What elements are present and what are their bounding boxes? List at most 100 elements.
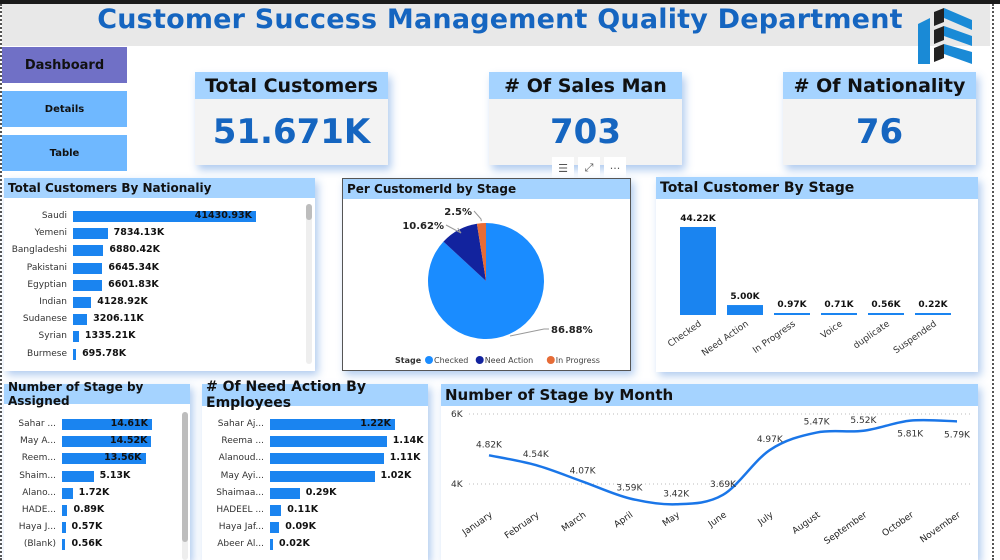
- category-label: Alanoud...: [218, 453, 264, 464]
- bar[interactable]: [270, 505, 282, 516]
- pie-slice[interactable]: [476, 223, 486, 281]
- bar-row[interactable]: Burmese 695.78K: [4, 347, 315, 361]
- bar[interactable]: [73, 262, 103, 274]
- column-bar[interactable]: [727, 305, 763, 315]
- bar-row[interactable]: Haya Jaf... 0.09K: [202, 520, 428, 534]
- bar-row[interactable]: May A... 14.52K: [4, 434, 190, 448]
- scrollbar[interactable]: [306, 204, 312, 364]
- bar[interactable]: [73, 279, 103, 291]
- bar-row[interactable]: (Blank) 0.56K: [4, 537, 190, 551]
- legend-marker[interactable]: [546, 356, 555, 364]
- bar[interactable]: [62, 505, 68, 516]
- legend-label[interactable]: Need Action: [485, 356, 534, 365]
- bar[interactable]: [73, 297, 92, 308]
- filter-icon[interactable]: ☰: [552, 157, 574, 179]
- scrollbar[interactable]: [182, 412, 188, 560]
- bar-row[interactable]: Shaimaa... 0.29K: [202, 486, 428, 500]
- legend-label[interactable]: In Progress: [556, 356, 600, 365]
- bar-row[interactable]: Sahar Aj... 1.22K: [202, 417, 428, 431]
- bar[interactable]: [270, 487, 300, 499]
- bar[interactable]: [270, 522, 280, 534]
- need-action-bars: Sahar Aj... 1.22K Reema ... 1.14K Alanoud...…: [202, 406, 428, 560]
- bar-row[interactable]: Pakistani 6645.34K: [4, 261, 315, 275]
- bar[interactable]: [73, 348, 77, 360]
- category-label: HADE...: [21, 505, 56, 515]
- bar-row[interactable]: Sudanese 3206.11K: [4, 312, 315, 326]
- bar-row[interactable]: Egyptian 6601.83K: [4, 278, 315, 292]
- bar[interactable]: [270, 539, 273, 551]
- scroll-thumb[interactable]: [306, 204, 312, 220]
- bar[interactable]: [73, 228, 108, 240]
- category-label: Saudi: [41, 211, 67, 221]
- legend-marker[interactable]: [425, 356, 433, 364]
- category-label: Abeer Al...: [217, 539, 264, 550]
- bar[interactable]: [73, 211, 256, 222]
- bar-row[interactable]: Sahar ... 14.61K: [4, 417, 190, 431]
- bar[interactable]: [62, 453, 146, 465]
- column-bar[interactable]: [680, 227, 716, 315]
- category-label: Sahar Aj...: [217, 419, 264, 429]
- bar-row[interactable]: Alanoud... 1.11K: [202, 451, 428, 465]
- chart-title: Per CustomerId by Stage: [343, 179, 630, 199]
- bar-row[interactable]: Syrian 1335.21K: [4, 329, 315, 343]
- stage-column-panel: Total Customer By Stage 44.22K Checked 5.0…: [656, 177, 978, 372]
- nav-details-button[interactable]: Details: [2, 91, 127, 127]
- bar[interactable]: [62, 487, 73, 499]
- pie-slice[interactable]: [443, 223, 486, 281]
- data-label: 41430.93K: [194, 210, 252, 221]
- bar-row[interactable]: Bangladeshi 6880.42K: [4, 243, 315, 257]
- bar[interactable]: [270, 419, 395, 430]
- data-label: 1.22K: [360, 418, 391, 429]
- more-options-icon[interactable]: ···: [604, 157, 626, 179]
- line-series[interactable]: [488, 418, 958, 506]
- category-label: Syrian: [38, 331, 67, 342]
- bar-row[interactable]: Shaim... 5.13K: [4, 469, 190, 483]
- chart-title: Number of Stage by Assigned: [4, 380, 190, 408]
- bar-row[interactable]: Alano... 1.72K: [4, 486, 190, 500]
- data-label: 4.97K: [757, 435, 784, 445]
- bar[interactable]: [270, 436, 387, 448]
- data-label: 1.02K: [380, 469, 412, 481]
- bar[interactable]: [73, 245, 104, 257]
- legend-label[interactable]: Checked: [434, 356, 468, 365]
- bar-row[interactable]: Reem... 13.56K: [4, 451, 190, 465]
- column-bar[interactable]: [915, 313, 951, 315]
- bar-row[interactable]: HADE... 0.89K: [4, 503, 190, 517]
- bar[interactable]: [62, 470, 94, 482]
- data-label: 5.00K: [730, 292, 760, 302]
- nav-table-button[interactable]: Table: [2, 135, 127, 171]
- bar[interactable]: [73, 331, 79, 343]
- bar-row[interactable]: Haya J... 0.57K: [4, 520, 190, 534]
- x-tick-label: October: [881, 510, 916, 539]
- nav-dashboard-button[interactable]: Dashboard: [2, 47, 127, 83]
- bar-row[interactable]: Indian 4128.92K: [4, 295, 315, 309]
- bar[interactable]: [62, 522, 66, 534]
- scroll-thumb[interactable]: [182, 412, 188, 542]
- column-bar[interactable]: [774, 313, 810, 315]
- column-bar[interactable]: [868, 313, 904, 315]
- data-label: 1.72K: [78, 486, 110, 498]
- bar[interactable]: [62, 539, 66, 551]
- bar[interactable]: [62, 419, 152, 430]
- bar-row[interactable]: May Ayi... 1.02K: [202, 469, 428, 483]
- data-label: 5.52K: [850, 416, 877, 426]
- bar[interactable]: [62, 436, 152, 448]
- bar-row[interactable]: Abeer Al... 0.02K: [202, 537, 428, 551]
- category-label: Reema ...: [221, 436, 264, 447]
- bar-row[interactable]: HADEEL ... 0.11K: [202, 503, 428, 517]
- bar[interactable]: [270, 453, 384, 465]
- kpi-value: 51.671K: [212, 112, 371, 152]
- bar-row[interactable]: Reema ... 1.14K: [202, 434, 428, 448]
- data-label: 6645.34K: [108, 261, 159, 273]
- focus-mode-icon[interactable]: ⤢: [578, 157, 600, 179]
- column-bar[interactable]: [821, 313, 857, 315]
- data-label: 6601.83K: [108, 278, 159, 290]
- assigned-bars: Sahar ... 14.61K May A... 14.52K Reem... 13.5…: [4, 406, 190, 560]
- bar-row[interactable]: Saudi 41430.93K: [4, 209, 315, 223]
- category-label: Checked: [666, 319, 703, 349]
- chart-title: Total Customers By Nationaliy: [4, 178, 315, 198]
- bar[interactable]: [270, 470, 375, 482]
- bar[interactable]: [73, 314, 88, 326]
- bar-row[interactable]: Yemeni 7834.13K: [4, 226, 315, 240]
- legend-marker[interactable]: [475, 356, 484, 364]
